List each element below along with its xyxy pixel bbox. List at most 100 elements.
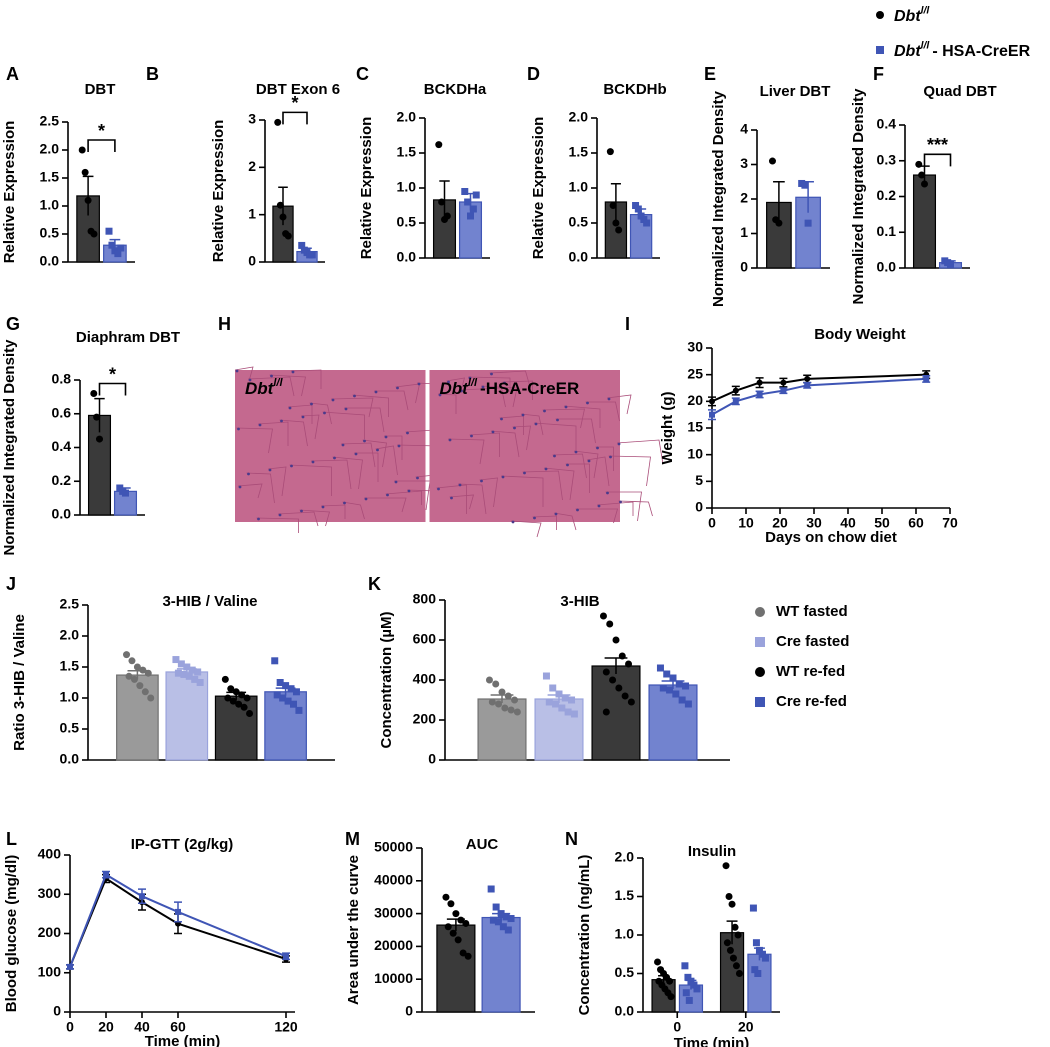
x-axis-label: Days on chow diet: [765, 529, 897, 546]
nucleus: [574, 450, 578, 454]
data-point: [675, 680, 683, 688]
y-tick-label: 40000: [374, 872, 413, 888]
label-suffix: - HSA-CreER: [932, 43, 1030, 60]
panel-letter: F: [873, 64, 884, 84]
nucleus: [406, 431, 409, 435]
nucleus: [619, 500, 622, 504]
panel-letter: B: [146, 64, 159, 84]
label-name: Dbt: [894, 8, 921, 25]
data-point: [452, 910, 460, 918]
data-point: [485, 676, 493, 684]
y-tick-label: 0.4: [877, 116, 897, 132]
label: Dbtl/l: [894, 5, 930, 25]
data-point: [457, 916, 465, 924]
x-tick-label: 40: [840, 515, 856, 531]
y-tick-label: 2.5: [40, 113, 60, 129]
fiber-border: [256, 517, 299, 533]
data-point: [915, 160, 923, 168]
data-point: [599, 612, 607, 620]
nucleus: [331, 398, 335, 402]
data-point: [238, 691, 246, 699]
nucleus: [291, 370, 295, 374]
data-point: [609, 202, 617, 209]
data-point: [513, 708, 521, 716]
panel-letter: K: [368, 574, 381, 594]
data-point: [172, 656, 180, 664]
nucleus: [606, 491, 609, 495]
data-point: [627, 698, 635, 706]
fiber-border: [543, 467, 575, 501]
data-point: [492, 903, 500, 911]
nucleus: [534, 422, 538, 426]
nucleus: [480, 479, 483, 483]
nucleus: [553, 454, 556, 458]
fiber-border: [618, 500, 653, 517]
nucleus: [323, 411, 326, 415]
data-point: [67, 963, 73, 970]
data-point: [103, 871, 109, 878]
nucleus: [333, 456, 336, 460]
y-axis-label: Relative Expression: [1, 121, 18, 264]
data-point: [685, 996, 693, 1004]
data-point: [659, 684, 667, 692]
data-point: [682, 989, 690, 997]
y-tick-label: 15: [687, 419, 703, 435]
y-axis-label: Relative Expression: [358, 117, 375, 260]
panel-letter: H: [218, 314, 231, 334]
y-tick-label: 2: [740, 190, 748, 206]
panel-letter: C: [356, 64, 369, 84]
data-point: [147, 694, 155, 702]
data-point: [666, 977, 674, 985]
data-point: [725, 893, 733, 900]
fiber-border: [247, 376, 295, 397]
data-point: [511, 696, 519, 704]
data-point: [684, 700, 692, 708]
y-tick-label: 0.5: [569, 214, 589, 230]
y-tick-label: 0.0: [615, 1003, 635, 1019]
nucleus: [235, 369, 239, 373]
bar: [481, 916, 521, 1013]
fiber-border: [500, 475, 544, 507]
nucleus: [376, 448, 379, 452]
data-point: [435, 141, 443, 149]
data-point: [495, 700, 503, 708]
data-point: [666, 686, 674, 694]
fiber-border: [322, 411, 365, 439]
fiber-border: [375, 445, 398, 476]
data-point: [609, 676, 617, 684]
nucleus: [237, 427, 240, 431]
error-bar: [773, 181, 785, 224]
fiber-border: [502, 380, 533, 400]
y-tick-label: 100: [38, 963, 62, 979]
y-tick-label: 10: [687, 445, 703, 461]
data-point: [755, 637, 765, 647]
y-tick-label: 50000: [374, 839, 413, 855]
nucleus: [491, 430, 495, 434]
fiber-border: [290, 369, 322, 389]
histology-image: [429, 370, 620, 522]
panel-letter: L: [6, 829, 17, 849]
fiber-border: [436, 484, 467, 514]
data-point: [84, 196, 92, 204]
error-bar: [82, 175, 94, 216]
legend-label: WT re-fed: [776, 663, 845, 680]
panel-letter: I: [625, 314, 630, 334]
nucleus: [386, 493, 389, 497]
data-point: [654, 958, 662, 966]
y-tick-label: 0.5: [397, 214, 417, 230]
data-point: [732, 962, 740, 970]
nucleus: [468, 376, 472, 380]
y-tick-label: 1.5: [40, 169, 60, 185]
error-bar: [726, 920, 738, 945]
data-point: [497, 910, 505, 918]
fiber-border: [385, 490, 422, 505]
data-point: [194, 668, 202, 676]
data-point: [235, 700, 243, 708]
data-point: [90, 390, 98, 397]
data-point: [188, 666, 196, 674]
data-point: [558, 704, 566, 712]
data-point: [487, 885, 495, 893]
data-point: [678, 696, 686, 704]
chart-title: Quad DBT: [923, 83, 996, 100]
y-tick-label: 600: [413, 631, 437, 647]
